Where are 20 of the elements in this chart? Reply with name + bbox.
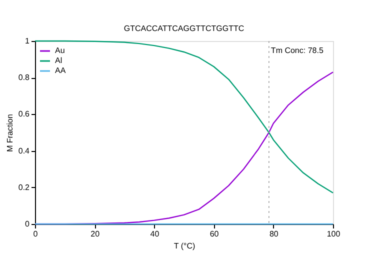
legend-label: Au [55,46,65,55]
x-tick-label: 0 [33,230,38,238]
y-tick-label: 0.8 [18,73,30,82]
x-tick-label: 20 [90,230,100,238]
y-tick-label: 0.4 [18,146,30,156]
x-tick-label: 100 [326,230,341,238]
x-tick-label: 40 [150,230,160,238]
x-tick-label: 80 [269,230,279,238]
line-series [34,40,334,194]
legend-label: Al [55,56,62,65]
x-tick-label: 60 [210,230,220,238]
y-tick-label: 1 [25,36,30,46]
y-tick-label: 0.2 [18,182,30,192]
y-tick-label: 0.6 [18,110,30,119]
x-axis-title: T (°C) [174,242,196,250]
y-axis-title: M Fraction [5,114,14,152]
y-tick-label: 0 [25,220,30,228]
chart-title: GTCACCATTCAGGTTCTGGTTC [124,24,244,33]
ref-line-label: Tm Conc: 78.5 [270,46,324,55]
legend-label: AA [55,66,66,75]
